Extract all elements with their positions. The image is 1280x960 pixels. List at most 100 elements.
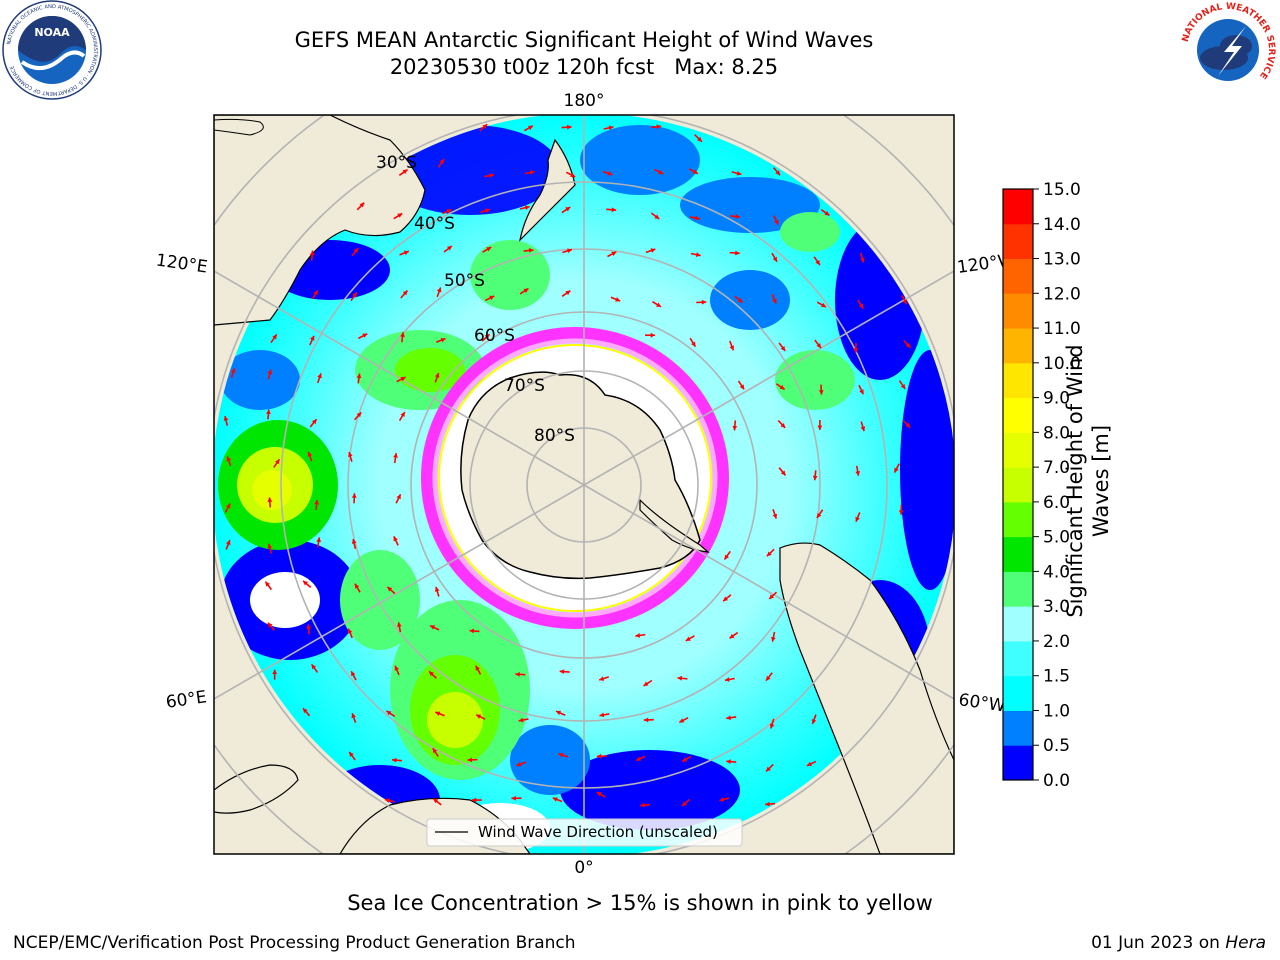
- wave-arrow-head: [351, 713, 356, 719]
- map-legend: Wind Wave Direction (unscaled): [426, 818, 743, 847]
- wave-arrow-head: [643, 681, 649, 686]
- wave-arrow-head: [650, 248, 656, 253]
- wind-wave-arrows: [223, 123, 912, 808]
- footer-timestamp: 01 Jun 2023 on Hera: [1091, 933, 1266, 953]
- antarctica-landmass: [460, 371, 701, 580]
- chart-title: GEFS MEAN Antarctic Significant Height o…: [294, 28, 874, 52]
- wave-arrow-head: [485, 208, 490, 214]
- colorbar-segment: [1003, 571, 1033, 607]
- wave-arrow-head: [223, 416, 229, 421]
- colorbar-tick-label: 10.0: [1043, 354, 1081, 374]
- colorbar-tick-label: 13.0: [1043, 250, 1081, 270]
- wave-arrow-head: [527, 125, 533, 131]
- colorbar-tick-label: 12.0: [1043, 284, 1081, 304]
- wave-arrow-head: [429, 671, 434, 677]
- lat-label-50s: 50°S: [444, 271, 485, 291]
- colorbar-tick-label: 1.0: [1043, 701, 1070, 721]
- wave-arrow-head: [726, 715, 731, 721]
- wave-arrow-head: [351, 493, 357, 498]
- colorbar: 0.0 0.5 1.0 1.5 2.0 3.0 4.0 5.0 6.0 7.0 8.0 9.0 10.0…: [1002, 180, 1081, 791]
- lon-label-bottom: 0°: [574, 858, 593, 878]
- wave-arrow-head: [396, 494, 401, 500]
- wave-arrow-head: [559, 669, 565, 675]
- wave-arrow-head: [387, 586, 393, 592]
- wave-arrow-head: [351, 539, 357, 544]
- wave-arrow-head: [529, 170, 535, 175]
- wave-arrow-head: [859, 389, 864, 395]
- wave-arrow-head: [489, 295, 495, 301]
- wave-arrow-head: [858, 303, 864, 309]
- lon-label-60e: 60°E: [165, 687, 208, 712]
- wave-arrow-head: [735, 214, 740, 219]
- wave-arrow-head: [518, 717, 524, 723]
- colorbar-segment: [1003, 223, 1033, 260]
- wave-arrow-head: [656, 302, 662, 307]
- wave-arrow-head: [400, 332, 405, 337]
- wave-arrow-head: [816, 343, 822, 348]
- colorbar-tick-label: 2.0: [1043, 632, 1070, 652]
- wave-arrow-head: [433, 798, 439, 804]
- legend-label: Wind Wave Direction (unscaled): [478, 823, 718, 841]
- wave-arrow-head: [636, 756, 642, 761]
- wave-arrow-head: [736, 170, 742, 176]
- colorbar-segment: [1003, 189, 1033, 225]
- colorbar-segment: [1003, 362, 1033, 399]
- wave-arrow-head: [402, 290, 408, 296]
- wave-arrow-head: [677, 675, 683, 681]
- wave-arrow-head: [303, 580, 308, 586]
- wave-arrow-head: [695, 215, 700, 221]
- wave-arrow-head: [391, 757, 397, 763]
- colorbar-segment: [1003, 397, 1033, 433]
- wave-arrow-head: [317, 373, 322, 379]
- wave-arrow-head: [511, 795, 516, 801]
- wave-arrow-head: [306, 624, 312, 630]
- wave-arrow-head: [313, 290, 318, 296]
- wave-arrow-head: [735, 250, 740, 256]
- wave-arrow-head: [314, 500, 320, 505]
- noaa-logo: NATIONAL OCEANIC AND ATMOSPHERIC ADMINIS…: [2, 0, 102, 100]
- lat-label-80s: 80°S: [534, 426, 575, 446]
- wave-arrow-head: [599, 712, 605, 718]
- wave-arrow-head: [772, 513, 778, 519]
- wave-arrow-head: [225, 540, 231, 546]
- wave-arrow-head: [434, 372, 440, 378]
- wave-arrow-head: [599, 676, 605, 681]
- wave-arrow-head: [894, 467, 899, 473]
- wave-arrow-head: [902, 299, 907, 305]
- wave-arrow-head: [556, 710, 562, 716]
- wave-arrow-head: [272, 669, 278, 674]
- wave-arrow-head: [732, 425, 738, 431]
- wave-arrow-head: [608, 125, 614, 131]
- wave-arrow-head: [565, 207, 571, 212]
- wave-arrow-head: [359, 202, 365, 208]
- wave-arrow-head: [650, 332, 656, 338]
- wave-arrow-head: [393, 536, 398, 542]
- wave-arrow-head: [471, 797, 477, 803]
- wave-arrow-head: [565, 290, 571, 296]
- wave-arrow-head: [815, 260, 820, 265]
- wave-arrow-head: [402, 169, 408, 175]
- wave-arrow-head: [435, 711, 441, 716]
- wave-arrow-head: [436, 287, 442, 293]
- wave-arrow-head: [353, 247, 359, 253]
- wave-arrow-head: [769, 594, 775, 599]
- wave-arrow-head: [692, 169, 698, 174]
- sea-ice-caption: Sea Ice Concentration > 15% is shown in …: [347, 891, 933, 915]
- wave-arrow-head: [267, 369, 273, 375]
- colorbar-segment: [1003, 745, 1033, 781]
- wave-arrow-head: [352, 292, 357, 298]
- wave-arrow-head: [643, 717, 649, 723]
- colorbar-segment: [1003, 467, 1033, 503]
- wave-arrow-head: [356, 412, 362, 418]
- lon-label-120e: 120°E: [155, 251, 209, 278]
- wave-arrow-head: [691, 341, 696, 347]
- wave-arrow-head: [737, 297, 743, 303]
- wave-arrow-head: [309, 335, 315, 341]
- south-america-landmass: [779, 542, 954, 854]
- wave-arrow-head: [682, 801, 687, 807]
- wave-arrow-head: [384, 798, 390, 803]
- wave-arrow-head: [596, 753, 602, 759]
- wave-arrow-head: [607, 171, 613, 176]
- colorbar-tick-label: 3.0: [1043, 597, 1070, 617]
- chart-subtitle: 20230530 t00z 120h fcst Max: 8.25: [389, 55, 779, 79]
